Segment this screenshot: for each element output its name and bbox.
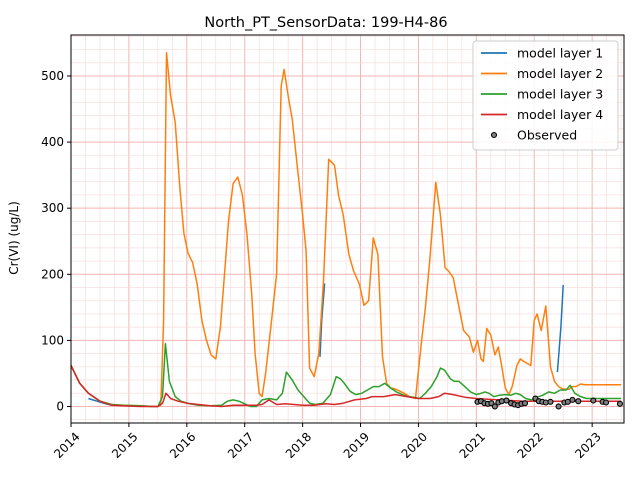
y-tick-label: 100 (41, 333, 64, 347)
x-tick-label: 2016 (167, 430, 198, 461)
x-tick-label: 2019 (341, 430, 372, 461)
x-tick-label: 2023 (572, 430, 603, 461)
x-tick-label: 2021 (457, 430, 488, 461)
observed-points (474, 395, 623, 410)
grid (70, 35, 624, 423)
observed-point (547, 398, 554, 405)
y-tick-label: 400 (41, 135, 64, 149)
y-tick-label: 500 (41, 69, 64, 83)
legend: model layer 1 model layer 2 model layer 3 m… (472, 40, 619, 151)
observed-point (555, 403, 562, 410)
legend-label: model layer 4 (517, 107, 603, 122)
observed-point (521, 400, 529, 407)
legend-label: model layer 3 (517, 87, 603, 102)
observed-point (491, 403, 498, 410)
x-tick-label: 2018 (283, 430, 314, 461)
legend-box (472, 40, 619, 151)
series-line-model-layer-1 (556, 284, 564, 373)
y-tick-label: 300 (41, 201, 64, 215)
x-tick-label: 2022 (514, 430, 545, 461)
x-tick-label: 2017 (225, 430, 256, 461)
y-tick-label: 0 (56, 399, 64, 413)
observed-point (569, 396, 576, 403)
y-axis-label: Cr(VI) (ug/L) (7, 201, 21, 275)
y-tick-label: 200 (41, 267, 64, 281)
legend-label: Observed (517, 128, 577, 143)
observed-point (616, 400, 623, 407)
legend-label: model layer 2 (517, 66, 603, 81)
observed-point (575, 398, 582, 405)
series-line-model-layer-2 (70, 52, 622, 408)
observed-point (503, 397, 510, 404)
chart-title: North_PT_SensorData: 199-H4-86 (204, 15, 447, 31)
x-tick-label: 2015 (109, 430, 140, 461)
plot-area-frame (70, 34, 625, 424)
legend-marker (490, 131, 498, 139)
observed-point (602, 399, 610, 406)
x-tick-label: 2020 (399, 430, 430, 461)
legend-label: model layer 1 (517, 46, 603, 61)
x-tick-label: 2014 (51, 430, 82, 461)
series-line-model-layer-1 (319, 283, 326, 357)
observed-point (590, 397, 597, 404)
